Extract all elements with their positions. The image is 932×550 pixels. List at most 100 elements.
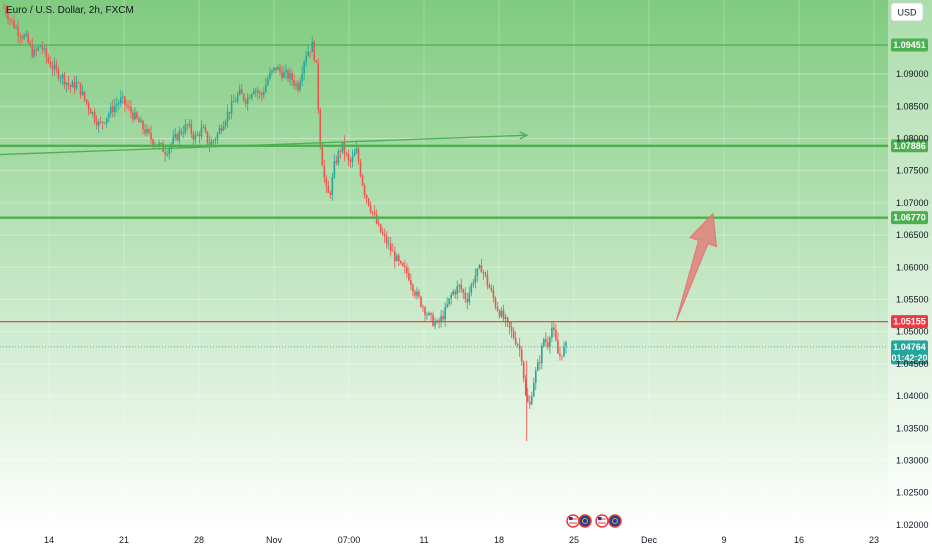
candle	[355, 140, 358, 155]
svg-text:1.07886: 1.07886	[893, 141, 926, 151]
candle	[65, 82, 68, 93]
flag-eu-icon[interactable]	[578, 514, 592, 528]
candle	[371, 210, 374, 218]
candle	[97, 119, 100, 133]
candle	[329, 190, 332, 199]
candle	[305, 50, 307, 67]
trend-line-arrowhead	[519, 131, 529, 140]
candle	[541, 343, 543, 370]
candle	[454, 289, 457, 299]
candle	[474, 268, 477, 289]
x-tick-label: 28	[194, 535, 204, 545]
candle	[25, 30, 27, 38]
candle	[113, 98, 116, 118]
candle	[418, 288, 420, 299]
candle	[410, 273, 412, 291]
candle	[472, 279, 475, 288]
candle	[269, 67, 271, 81]
candle	[61, 72, 64, 86]
candle	[43, 45, 46, 53]
candle	[478, 263, 481, 270]
candle	[128, 100, 130, 111]
candle	[214, 137, 217, 145]
candle	[416, 287, 418, 300]
chart-background	[0, 0, 932, 530]
candle	[532, 377, 535, 398]
candle	[99, 116, 102, 124]
candle	[303, 60, 305, 81]
candle	[204, 124, 207, 134]
candle	[351, 149, 354, 168]
candle	[232, 94, 235, 103]
candle	[116, 96, 118, 113]
price-axis[interactable]: 1.09000 1.08500 1.08000 1.07500 1.07000 1.065…	[896, 69, 929, 530]
level-price-label: 1.05155	[891, 315, 928, 329]
candle	[212, 139, 215, 146]
candle	[146, 124, 148, 137]
time-axis[interactable]: 14 21 28 Nov 07:00 11 18 25 Dec 9 16 23	[44, 535, 879, 545]
candle	[381, 227, 384, 236]
candle	[248, 94, 251, 99]
candle	[526, 387, 529, 403]
candle	[565, 340, 567, 354]
candle	[343, 135, 346, 161]
candle	[289, 67, 291, 86]
candle	[55, 59, 58, 74]
horizontal-levels[interactable]: 1.09451 1.07886 1.06770 1.05155 1.0476401:42…	[0, 38, 928, 365]
candle	[543, 337, 545, 348]
candle	[387, 236, 390, 250]
candle	[75, 75, 78, 91]
candle	[482, 270, 485, 280]
candle	[93, 108, 96, 125]
candle	[15, 23, 17, 30]
flag-eu-icon[interactable]	[608, 514, 622, 528]
candle	[216, 131, 219, 144]
candle	[37, 45, 40, 52]
candle	[395, 253, 398, 262]
trend-line-group[interactable]	[0, 131, 529, 156]
flag-us-icon[interactable]	[595, 514, 609, 528]
event-icons[interactable]	[566, 514, 622, 528]
candle	[323, 160, 326, 183]
candle	[11, 19, 13, 25]
candle	[265, 77, 267, 93]
candle	[111, 99, 114, 118]
candle	[83, 91, 86, 102]
candle	[349, 157, 352, 168]
candle	[287, 68, 289, 82]
candle	[504, 313, 507, 327]
currency-button[interactable]: USD	[890, 2, 924, 22]
candle	[327, 180, 330, 193]
candle	[500, 307, 503, 318]
candle	[520, 346, 523, 366]
y-tick-label: 1.07000	[896, 198, 929, 208]
candle	[545, 332, 547, 347]
x-tick-label: Nov	[266, 535, 283, 545]
candle	[462, 288, 465, 300]
trend-line[interactable]	[0, 134, 528, 156]
candle	[130, 100, 132, 119]
projection-arrow-group[interactable]	[675, 212, 718, 322]
candle	[252, 88, 255, 95]
candle	[109, 102, 112, 118]
candle	[553, 320, 555, 337]
projection-arrow[interactable]	[675, 212, 718, 322]
candle	[563, 341, 565, 358]
candle	[140, 116, 142, 123]
flag-us-icon[interactable]	[566, 514, 580, 528]
candle	[450, 292, 452, 305]
candle	[317, 58, 320, 115]
candle	[557, 332, 559, 354]
candle	[528, 395, 531, 409]
candle	[275, 67, 277, 74]
candle	[230, 94, 233, 120]
candle	[196, 131, 199, 137]
candle	[59, 75, 62, 84]
candle	[464, 287, 467, 304]
y-tick-label: 1.08000	[896, 133, 929, 143]
candle	[313, 40, 316, 63]
candle	[494, 296, 497, 310]
candle	[31, 37, 34, 59]
candle	[516, 342, 519, 348]
